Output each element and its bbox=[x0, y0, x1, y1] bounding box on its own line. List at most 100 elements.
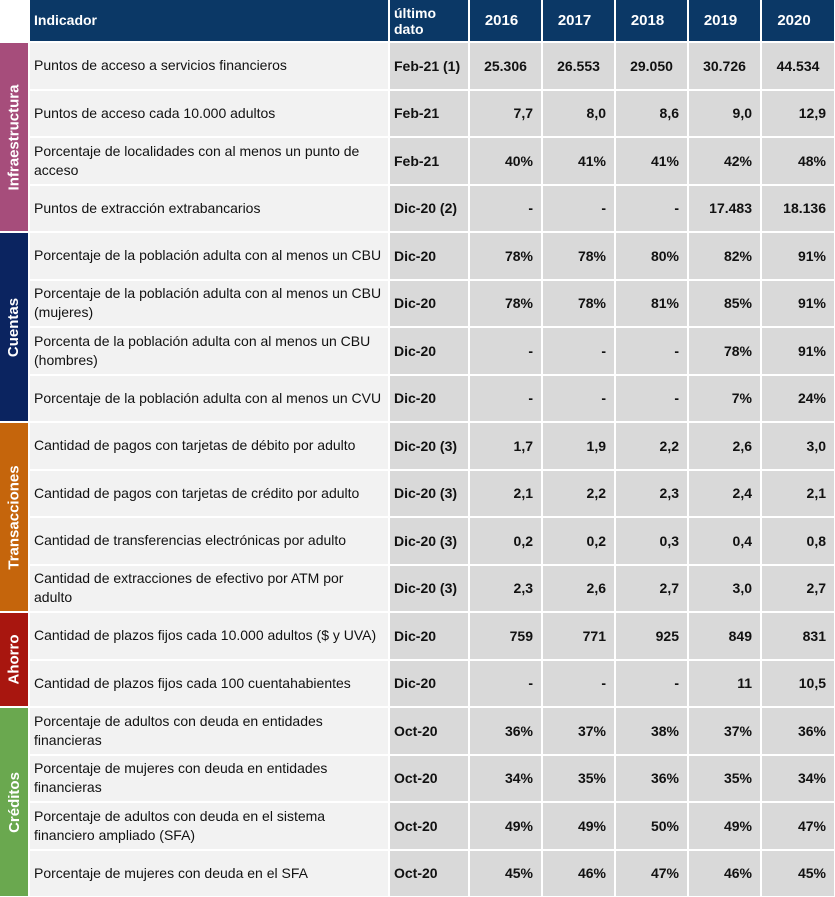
value-cell-2017: - bbox=[543, 660, 614, 706]
value-cell-2016: 25.306 bbox=[470, 43, 541, 89]
value-cell-2019: 30.726 bbox=[689, 43, 760, 89]
value-cell-2020: 91% bbox=[762, 280, 834, 326]
value-cell-2020: 0,8 bbox=[762, 518, 834, 564]
value-cell-2017: 78% bbox=[543, 280, 614, 326]
table-row: Porcentaje de mujeres con deuda en el SF… bbox=[30, 850, 834, 896]
value-cell-2016: 78% bbox=[470, 233, 541, 279]
value-cell-2016: 36% bbox=[470, 708, 541, 754]
table-row: Porcentaje de la población adulta con al… bbox=[30, 375, 834, 421]
value-cell-2017: 2,6 bbox=[543, 565, 614, 611]
value-cell-2017: 771 bbox=[543, 613, 614, 659]
last-data-cell: Feb-21 (1) bbox=[390, 43, 468, 89]
value-cell-2019: 849 bbox=[689, 613, 760, 659]
value-cell-2016: 78% bbox=[470, 280, 541, 326]
group-label-infraestructura: Infraestructura bbox=[0, 43, 28, 231]
value-cell-2019: 85% bbox=[689, 280, 760, 326]
indicator-cell: Cantidad de extracciones de efectivo por… bbox=[30, 565, 388, 611]
table-row: Cantidad de pagos con tarjetas de crédit… bbox=[30, 470, 834, 516]
value-cell-2017: 1,9 bbox=[543, 423, 614, 469]
value-cell-2018: 47% bbox=[616, 850, 687, 896]
table-row: Puntos de acceso cada 10.000 adultos Feb-… bbox=[30, 90, 834, 136]
value-cell-2016: 40% bbox=[470, 138, 541, 184]
value-cell-2017: 37% bbox=[543, 708, 614, 754]
indicator-cell: Cantidad de transferencias electrónicas … bbox=[30, 518, 388, 564]
value-cell-2016: - bbox=[470, 185, 541, 231]
indicator-cell: Cantidad de pagos con tarjetas de débito… bbox=[30, 423, 388, 469]
table-row: Cantidad de plazos fijos cada 100 cuenta… bbox=[30, 660, 834, 706]
value-cell-2020: 24% bbox=[762, 375, 834, 421]
value-cell-2018: 38% bbox=[616, 708, 687, 754]
value-cell-2017: 26.553 bbox=[543, 43, 614, 89]
value-cell-2019: 49% bbox=[689, 803, 760, 849]
last-data-cell: Dic-20 (3) bbox=[390, 518, 468, 564]
value-cell-2019: 82% bbox=[689, 233, 760, 279]
value-cell-2020: 2,7 bbox=[762, 565, 834, 611]
value-cell-2019: 11 bbox=[689, 660, 760, 706]
last-data-cell: Dic-20 (3) bbox=[390, 470, 468, 516]
value-cell-2019: 78% bbox=[689, 328, 760, 374]
group-name: Cuentas bbox=[5, 297, 23, 357]
table-row: Puntos de extracción extrabancarios Dic-2… bbox=[30, 185, 834, 231]
table-row: Cantidad de extracciones de efectivo por… bbox=[30, 565, 834, 611]
last-data-cell: Dic-20 bbox=[390, 660, 468, 706]
indicator-cell: Porcentaje de localidades con al menos u… bbox=[30, 138, 388, 184]
last-data-cell: Feb-21 bbox=[390, 90, 468, 136]
header-year: 2020 bbox=[762, 0, 834, 41]
indicator-cell: Porcentaje de la población adulta con al… bbox=[30, 233, 388, 279]
value-cell-2017: - bbox=[543, 185, 614, 231]
value-cell-2018: 8,6 bbox=[616, 90, 687, 136]
last-data-cell: Oct-20 bbox=[390, 755, 468, 801]
value-cell-2018: - bbox=[616, 328, 687, 374]
table-row: Porcenta de la población adulta con al m… bbox=[30, 328, 834, 374]
value-cell-2020: 10,5 bbox=[762, 660, 834, 706]
group-label-transacciones: Transacciones bbox=[0, 423, 28, 611]
value-cell-2020: 45% bbox=[762, 850, 834, 896]
group-name: Infraestructura bbox=[5, 84, 23, 190]
value-cell-2017: 46% bbox=[543, 850, 614, 896]
table-row: Cantidad de pagos con tarjetas de débito… bbox=[30, 423, 834, 469]
table-row: Porcentaje de localidades con al menos u… bbox=[30, 138, 834, 184]
value-cell-2016: 1,7 bbox=[470, 423, 541, 469]
value-cell-2018: - bbox=[616, 660, 687, 706]
value-cell-2016: - bbox=[470, 328, 541, 374]
value-cell-2017: 2,2 bbox=[543, 470, 614, 516]
value-cell-2017: - bbox=[543, 328, 614, 374]
header-last-data: último dato bbox=[390, 0, 468, 41]
table-row: Cantidad de plazos fijos cada 10.000 adu… bbox=[30, 613, 834, 659]
value-cell-2020: 36% bbox=[762, 708, 834, 754]
value-cell-2020: 91% bbox=[762, 328, 834, 374]
indicator-cell: Porcentaje de la población adulta con al… bbox=[30, 375, 388, 421]
value-cell-2018: 41% bbox=[616, 138, 687, 184]
indicator-cell: Porcentaje de adultos con deuda en entid… bbox=[30, 708, 388, 754]
value-cell-2018: 80% bbox=[616, 233, 687, 279]
last-data-cell: Dic-20 (3) bbox=[390, 423, 468, 469]
last-data-cell: Oct-20 bbox=[390, 803, 468, 849]
group-label-créditos: Créditos bbox=[0, 708, 28, 896]
value-cell-2019: 7% bbox=[689, 375, 760, 421]
table-row: Porcentaje de adultos con deuda en entid… bbox=[30, 708, 834, 754]
table-row: Puntos de acceso a servicios financieros… bbox=[30, 43, 834, 89]
table-row: Cantidad de transferencias electrónicas … bbox=[30, 518, 834, 564]
indicator-cell: Cantidad de pagos con tarjetas de crédit… bbox=[30, 470, 388, 516]
value-cell-2018: 29.050 bbox=[616, 43, 687, 89]
value-cell-2018: 36% bbox=[616, 755, 687, 801]
indicator-cell: Porcentaje de mujeres con deuda en el SF… bbox=[30, 850, 388, 896]
value-cell-2019: 2,6 bbox=[689, 423, 760, 469]
value-cell-2016: 0,2 bbox=[470, 518, 541, 564]
value-cell-2016: 45% bbox=[470, 850, 541, 896]
value-cell-2020: 48% bbox=[762, 138, 834, 184]
indicator-cell: Porcenta de la población adulta con al m… bbox=[30, 328, 388, 374]
value-cell-2020: 12,9 bbox=[762, 90, 834, 136]
value-cell-2020: 47% bbox=[762, 803, 834, 849]
indicator-cell: Cantidad de plazos fijos cada 100 cuenta… bbox=[30, 660, 388, 706]
value-cell-2016: - bbox=[470, 375, 541, 421]
value-cell-2016: 49% bbox=[470, 803, 541, 849]
indicator-cell: Puntos de extracción extrabancarios bbox=[30, 185, 388, 231]
value-cell-2019: 35% bbox=[689, 755, 760, 801]
value-cell-2020: 18.136 bbox=[762, 185, 834, 231]
value-cell-2017: 0,2 bbox=[543, 518, 614, 564]
group-name: Ahorro bbox=[5, 634, 23, 685]
value-cell-2019: 42% bbox=[689, 138, 760, 184]
last-data-cell: Dic-20 bbox=[390, 328, 468, 374]
